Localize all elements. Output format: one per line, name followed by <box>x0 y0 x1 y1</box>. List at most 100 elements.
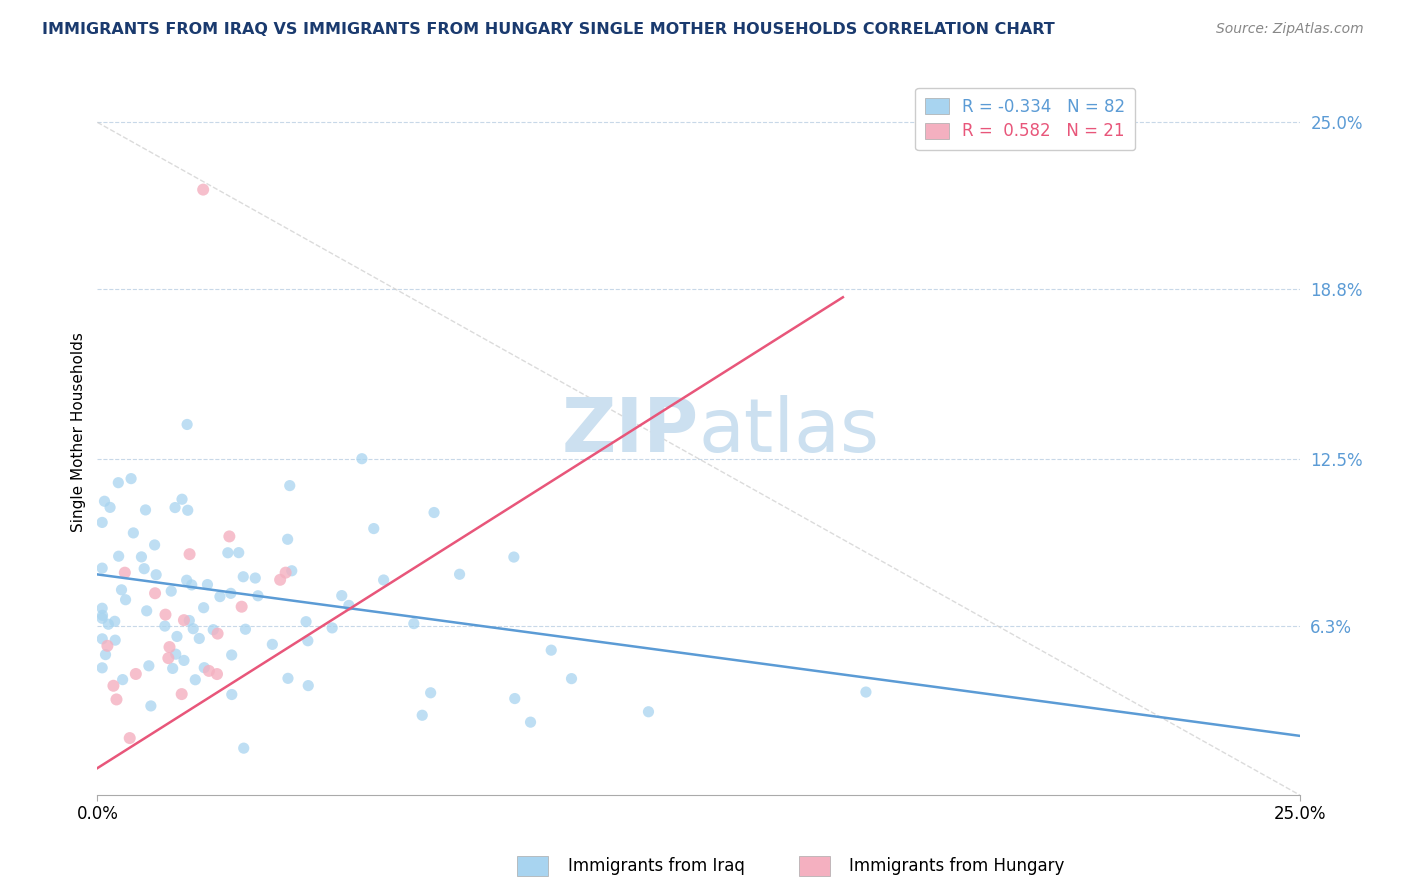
Point <box>269 573 291 587</box>
Point <box>423 506 446 520</box>
Point <box>855 685 877 699</box>
Point <box>120 472 142 486</box>
Point <box>135 503 157 517</box>
Point <box>193 183 215 197</box>
Point <box>205 667 228 681</box>
Point <box>297 633 319 648</box>
Text: IMMIGRANTS FROM IRAQ VS IMMIGRANTS FROM HUNGARY SINGLE MOTHER HOUSEHOLDS CORRELA: IMMIGRANTS FROM IRAQ VS IMMIGRANTS FROM … <box>42 22 1054 37</box>
Point <box>98 500 121 515</box>
Point <box>91 561 114 575</box>
Point <box>231 599 253 614</box>
Point <box>104 615 127 629</box>
Point <box>162 661 184 675</box>
Text: Immigrants from Hungary: Immigrants from Hungary <box>849 857 1064 875</box>
Point <box>193 600 215 615</box>
Point <box>159 640 181 654</box>
Point <box>118 731 141 745</box>
Point <box>173 613 195 627</box>
Point <box>330 589 353 603</box>
Point <box>262 637 284 651</box>
Point <box>295 615 318 629</box>
Point <box>560 672 582 686</box>
Point <box>184 673 207 687</box>
Point <box>245 571 267 585</box>
Point <box>193 661 215 675</box>
Point <box>297 679 319 693</box>
Text: Immigrants from Iraq: Immigrants from Iraq <box>568 857 745 875</box>
Point <box>165 647 187 661</box>
Point <box>228 546 250 560</box>
Legend: R = -0.334   N = 82, R =  0.582   N = 21: R = -0.334 N = 82, R = 0.582 N = 21 <box>915 87 1135 151</box>
Point <box>93 494 115 508</box>
Point <box>176 573 198 587</box>
Point <box>207 626 229 640</box>
Point <box>540 643 562 657</box>
Point <box>165 500 187 515</box>
Point <box>114 592 136 607</box>
Point <box>153 619 176 633</box>
Point <box>181 622 204 636</box>
Point <box>502 550 524 565</box>
Point <box>104 633 127 648</box>
Point <box>217 546 239 560</box>
Point <box>145 567 167 582</box>
Point <box>218 529 240 543</box>
Point <box>135 604 157 618</box>
Point <box>91 516 114 530</box>
Point <box>219 586 242 600</box>
Point <box>96 639 118 653</box>
Point <box>97 617 120 632</box>
Point <box>139 698 162 713</box>
Point <box>134 562 156 576</box>
Point <box>503 691 526 706</box>
Point <box>277 671 299 685</box>
Point <box>111 673 134 687</box>
Point <box>103 679 125 693</box>
Point <box>166 630 188 644</box>
Point <box>281 564 304 578</box>
Point <box>179 547 201 561</box>
Point <box>179 614 201 628</box>
Point <box>363 522 385 536</box>
Point <box>278 478 301 492</box>
Point <box>235 622 257 636</box>
Point <box>197 577 219 591</box>
Point <box>107 475 129 490</box>
Point <box>449 567 471 582</box>
Point <box>177 503 200 517</box>
Point <box>176 417 198 432</box>
Point <box>337 599 360 613</box>
Point <box>155 607 177 622</box>
Point <box>277 533 299 547</box>
Point <box>157 651 180 665</box>
Point <box>170 492 193 507</box>
Point <box>143 538 166 552</box>
Point <box>321 621 343 635</box>
Text: atlas: atlas <box>699 395 880 468</box>
Point <box>105 692 128 706</box>
Point <box>91 611 114 625</box>
Point <box>198 664 221 678</box>
Point <box>125 667 148 681</box>
Point <box>350 451 373 466</box>
Point <box>160 584 183 599</box>
Point <box>519 715 541 730</box>
Point <box>91 608 114 623</box>
Point <box>107 549 129 564</box>
Point <box>143 586 166 600</box>
Point <box>110 582 132 597</box>
Point <box>221 648 243 662</box>
Point <box>91 661 114 675</box>
Point <box>208 590 231 604</box>
Point <box>373 573 395 587</box>
Text: ZIP: ZIP <box>561 395 699 468</box>
Point <box>114 566 136 580</box>
Point <box>131 549 153 564</box>
Point <box>91 601 114 615</box>
Point <box>170 687 193 701</box>
Point <box>221 688 243 702</box>
Point <box>91 632 114 646</box>
Point <box>411 708 433 723</box>
Point <box>274 566 297 580</box>
Point <box>402 616 425 631</box>
